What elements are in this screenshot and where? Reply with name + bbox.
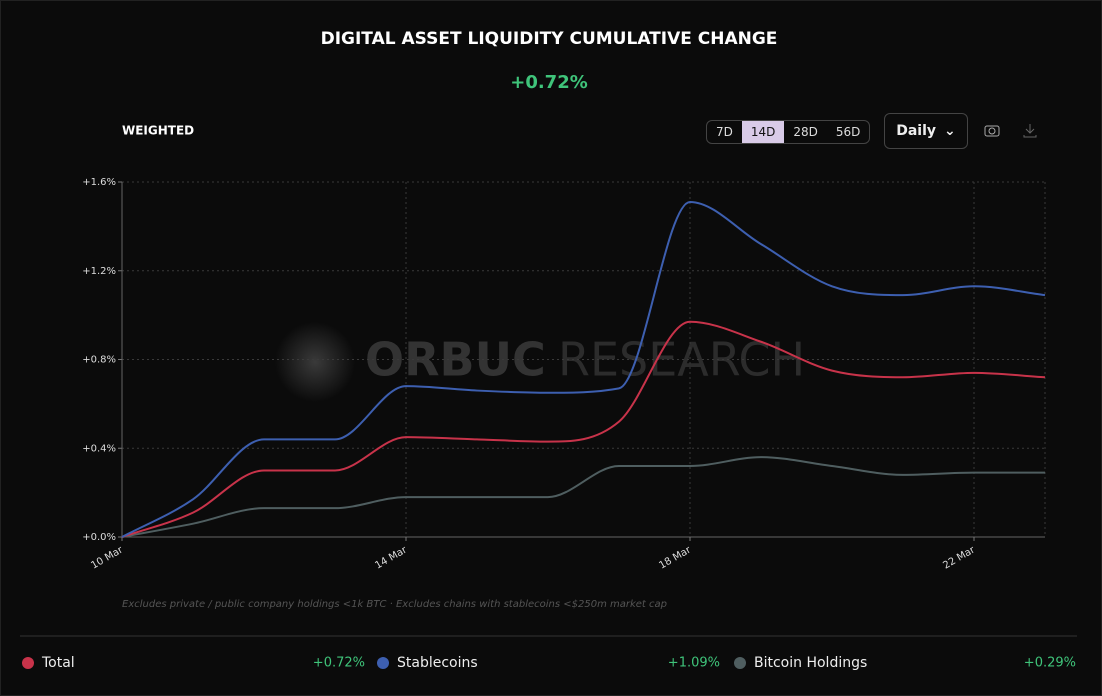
range-button[interactable]: 56D xyxy=(835,125,861,139)
range-button[interactable]: 14D xyxy=(741,121,785,143)
x-tick-label: 10 Mar xyxy=(89,544,125,571)
legend-marker xyxy=(734,657,746,669)
series-line xyxy=(121,456,1045,538)
footnote: Excludes private / public company holdin… xyxy=(122,599,667,610)
range-selector: 7D 14D 28D 56D xyxy=(706,120,871,144)
series-line xyxy=(121,200,1046,538)
legend-marker xyxy=(377,657,389,669)
download-icon[interactable] xyxy=(1023,124,1037,138)
watermark-logo xyxy=(275,322,355,402)
legend-label: Bitcoin Holdings xyxy=(754,655,867,671)
camera-icon[interactable] xyxy=(984,125,1000,137)
range-button[interactable]: 7D xyxy=(716,125,733,139)
interval-label: Daily xyxy=(896,123,937,139)
legend-value: +0.29% xyxy=(1024,656,1076,671)
legend-label: Total xyxy=(41,655,75,671)
y-tick-label: +0.0% xyxy=(82,532,116,543)
legend-marker xyxy=(22,657,34,669)
legend-value: +1.09% xyxy=(668,656,720,671)
chevron: ⌄ xyxy=(944,123,956,139)
range-button[interactable]: 28D xyxy=(793,125,818,139)
x-tick-label: 22 Mar xyxy=(941,544,977,571)
y-tick-label: +1.2% xyxy=(82,266,116,277)
y-tick-label: +0.8% xyxy=(82,355,116,366)
legend-label: Stablecoins xyxy=(397,655,478,671)
headline-value: +0.72% xyxy=(510,72,588,93)
watermark: ORBUC xyxy=(365,333,546,387)
legend-value: +0.72% xyxy=(313,656,365,671)
y-tick-label: +0.4% xyxy=(82,443,116,454)
x-tick-label: 14 Mar xyxy=(373,544,409,571)
x-tick-label: 18 Mar xyxy=(657,544,693,571)
y-tick-label: +1.6% xyxy=(82,177,116,188)
subtitle: WEIGHTED xyxy=(122,124,194,138)
interval-dropdown[interactable]: Daily ⌄ xyxy=(884,113,968,149)
series-line xyxy=(121,320,1046,538)
chart-title: DIGITAL ASSET LIQUIDITY CUMULATIVE CHANG… xyxy=(321,29,778,49)
